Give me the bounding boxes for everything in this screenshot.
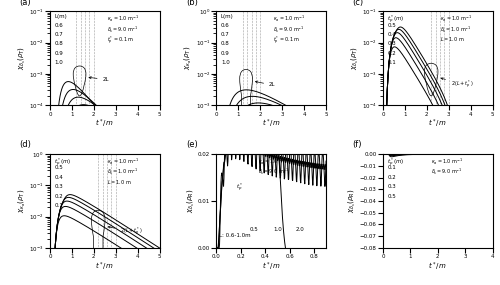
Text: 0.1: 0.1 bbox=[388, 60, 396, 65]
Text: $\delta_s=9.0$ m$^{-1}$: $\delta_s=9.0$ m$^{-1}$ bbox=[431, 167, 463, 178]
Text: 2.0: 2.0 bbox=[296, 227, 304, 232]
Text: $\kappa_a=1.0$ m$^{-1}$: $\kappa_a=1.0$ m$^{-1}$ bbox=[107, 14, 139, 25]
X-axis label: $t^*/m$: $t^*/m$ bbox=[96, 118, 114, 130]
Text: 0.8: 0.8 bbox=[221, 41, 230, 46]
Text: $\delta_s=1.0$ m$^{-1}$: $\delta_s=1.0$ m$^{-1}$ bbox=[107, 167, 138, 178]
Text: 2L: 2L bbox=[89, 77, 109, 82]
Text: $t_p^*$: $t_p^*$ bbox=[236, 182, 244, 194]
Text: $L=1.0$ m: $L=1.0$ m bbox=[440, 35, 464, 43]
Text: 0.5: 0.5 bbox=[54, 165, 63, 170]
Text: $t_p^*=0.1$ m: $t_p^*=0.1$ m bbox=[107, 35, 134, 47]
X-axis label: $t^*/m$: $t^*/m$ bbox=[428, 260, 447, 273]
X-axis label: $t^*/m$: $t^*/m$ bbox=[428, 118, 447, 130]
Text: 0.3: 0.3 bbox=[388, 184, 396, 189]
Text: 2L: 2L bbox=[256, 81, 276, 87]
Text: 0.1: 0.1 bbox=[388, 165, 396, 170]
Text: $t_p^*(m)$: $t_p^*(m)$ bbox=[388, 14, 404, 26]
Text: $t_p^*(m)$: $t_p^*(m)$ bbox=[54, 157, 72, 169]
Text: 0.4: 0.4 bbox=[388, 32, 396, 37]
Text: 0.9: 0.9 bbox=[54, 51, 63, 56]
Text: $\kappa_a=1.0$ m$^{-1}$: $\kappa_a=1.0$ m$^{-1}$ bbox=[107, 157, 139, 167]
Text: L(m): L(m) bbox=[54, 14, 67, 19]
Text: (a): (a) bbox=[20, 0, 31, 7]
Text: $\delta_s=9.0$ m$^{-1}$: $\delta_s=9.0$ m$^{-1}$ bbox=[258, 167, 290, 178]
Text: $t_p^*(m)$: $t_p^*(m)$ bbox=[388, 157, 404, 169]
Text: $\kappa_a=1.0$ m$^{-1}$: $\kappa_a=1.0$ m$^{-1}$ bbox=[431, 157, 463, 167]
Text: 0.3: 0.3 bbox=[388, 41, 396, 46]
Text: 0.5: 0.5 bbox=[388, 23, 396, 28]
Text: (c): (c) bbox=[352, 0, 364, 7]
Text: $\kappa_a=1.0$ m$^{-1}$: $\kappa_a=1.0$ m$^{-1}$ bbox=[258, 157, 290, 167]
X-axis label: $t^*/m$: $t^*/m$ bbox=[262, 260, 280, 273]
X-axis label: $t^*/m$: $t^*/m$ bbox=[96, 260, 114, 273]
Text: 0.7: 0.7 bbox=[221, 32, 230, 37]
Text: 0.2: 0.2 bbox=[388, 175, 396, 180]
Text: 1.0: 1.0 bbox=[221, 60, 230, 65]
Y-axis label: $\chi_{\delta_s}(\rho_T)$: $\chi_{\delta_s}(\rho_T)$ bbox=[17, 46, 28, 70]
Text: $2(L+t_p^*)$: $2(L+t_p^*)$ bbox=[108, 226, 143, 238]
Text: 0.9: 0.9 bbox=[221, 51, 230, 56]
Text: 0.2: 0.2 bbox=[388, 51, 396, 56]
Text: (f): (f) bbox=[352, 141, 362, 149]
Text: $\delta_s=9.0$ m$^{-1}$: $\delta_s=9.0$ m$^{-1}$ bbox=[274, 25, 305, 35]
Text: 0.2: 0.2 bbox=[54, 194, 63, 199]
Text: (b): (b) bbox=[186, 0, 198, 7]
Y-axis label: $\chi_{\kappa_a}(\rho_T)$: $\chi_{\kappa_a}(\rho_T)$ bbox=[184, 46, 194, 70]
Text: 0.6: 0.6 bbox=[221, 23, 230, 28]
Text: (d): (d) bbox=[20, 141, 31, 149]
Text: 1.0: 1.0 bbox=[274, 227, 282, 232]
Y-axis label: $\chi_{\delta_s}(\rho_R)$: $\chi_{\delta_s}(\rho_R)$ bbox=[186, 189, 196, 213]
Text: $L=1.0$ m: $L=1.0$ m bbox=[107, 178, 132, 186]
Text: $\kappa_a=1.0$ m$^{-1}$: $\kappa_a=1.0$ m$^{-1}$ bbox=[274, 14, 306, 25]
Text: $t_p^*=0.1$ m: $t_p^*=0.1$ m bbox=[274, 35, 300, 47]
Text: $\delta_s=1.0$ m$^{-1}$: $\delta_s=1.0$ m$^{-1}$ bbox=[440, 25, 472, 35]
Text: $\kappa_a=1.0$ m$^{-1}$: $\kappa_a=1.0$ m$^{-1}$ bbox=[440, 14, 472, 25]
Y-axis label: $\chi_{\delta_s}(\rho_T)$: $\chi_{\delta_s}(\rho_T)$ bbox=[350, 46, 361, 70]
Text: $2(L+t_p^*)$: $2(L+t_p^*)$ bbox=[441, 78, 474, 91]
Y-axis label: $\chi_{\kappa_a}(\rho_T)$: $\chi_{\kappa_a}(\rho_T)$ bbox=[17, 189, 28, 213]
Text: (e): (e) bbox=[186, 141, 198, 149]
Text: 0.8: 0.8 bbox=[54, 41, 63, 46]
Text: 0.3: 0.3 bbox=[54, 184, 63, 189]
Text: $\delta_s=9.0$ m$^{-1}$: $\delta_s=9.0$ m$^{-1}$ bbox=[107, 25, 138, 35]
Y-axis label: $\chi_{\delta_s}(\rho_R)$: $\chi_{\delta_s}(\rho_R)$ bbox=[348, 189, 358, 213]
Text: L(m): L(m) bbox=[221, 14, 234, 19]
X-axis label: $t^*/m$: $t^*/m$ bbox=[262, 118, 280, 130]
Text: 0.5: 0.5 bbox=[388, 194, 396, 199]
Text: 0.1: 0.1 bbox=[54, 203, 63, 208]
Text: 1.0: 1.0 bbox=[54, 60, 63, 65]
Text: 0.7: 0.7 bbox=[54, 32, 63, 37]
Text: 0.6: 0.6 bbox=[54, 23, 63, 28]
Text: 0.4: 0.4 bbox=[54, 175, 63, 180]
Text: 0.5: 0.5 bbox=[250, 227, 258, 232]
Text: L: 0.6-1.0m: L: 0.6-1.0m bbox=[218, 233, 250, 238]
